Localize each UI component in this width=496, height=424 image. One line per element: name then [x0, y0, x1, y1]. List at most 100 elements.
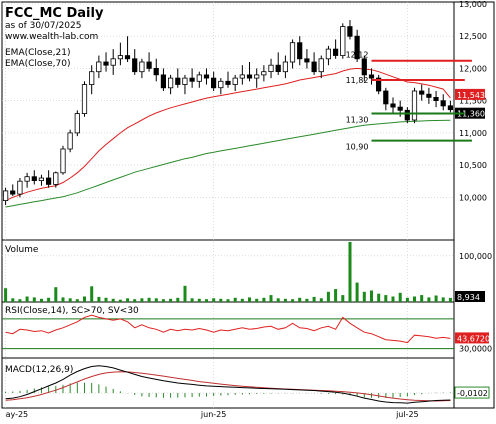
volume-bar: [348, 242, 352, 302]
volume-bar: [190, 298, 194, 302]
candle-body: [124, 55, 131, 60]
volume-bar: [355, 282, 359, 302]
volume-bar: [154, 298, 158, 302]
chart-title: FCC_MC Daily: [5, 6, 104, 21]
candle-body: [196, 74, 202, 82]
volume-tick-label: 100,000: [459, 252, 492, 261]
candle-body: [297, 42, 303, 60]
candle-body: [275, 64, 281, 72]
volume-bar: [75, 299, 79, 302]
candle-body: [103, 61, 109, 66]
candle-body: [397, 106, 403, 111]
volume-panel: [4, 242, 452, 302]
date-tick-label: ay-25: [6, 410, 29, 419]
panel-frames: [1, 1, 495, 409]
volume-bar: [413, 296, 416, 302]
candle-body: [411, 90, 418, 121]
macd-line: [5, 365, 451, 404]
volume-bar: [205, 299, 208, 302]
candle-body: [31, 176, 37, 181]
candle-body: [132, 58, 138, 73]
candle-body: [53, 172, 59, 185]
candle-body: [254, 74, 260, 79]
candle-body: [46, 177, 52, 185]
candle-body: [354, 35, 360, 60]
volume-bar: [54, 287, 58, 302]
volume-bar: [111, 298, 115, 302]
volume-bar: [83, 296, 86, 302]
candle-body: [189, 77, 195, 82]
volume-last-label: 8,934: [457, 293, 480, 302]
last-value-box: [455, 107, 485, 119]
rsi-panel: [2, 314, 454, 350]
candle-body: [117, 55, 123, 60]
rsi-line: [5, 314, 451, 344]
ema70-label: EMA(Close,70): [5, 59, 70, 69]
price-tick-label: 11,000: [459, 129, 487, 138]
candle-body: [340, 26, 346, 57]
candle-body: [146, 61, 152, 69]
candle-body: [210, 77, 217, 89]
volume-bar: [441, 297, 445, 302]
candle-body: [3, 190, 9, 201]
date-tick-label: jul-25: [395, 410, 419, 419]
volume-bar: [25, 296, 29, 302]
candle-body: [67, 132, 73, 150]
candle-body: [419, 90, 425, 95]
candle-body: [440, 100, 446, 107]
volume-bar: [391, 296, 395, 302]
rsi-tick-label: 30,0000: [459, 345, 492, 354]
volume-label: Volume: [5, 245, 39, 255]
price-tick-label: 12,500: [459, 32, 487, 41]
volume-bar: [312, 296, 316, 302]
volume-bar: [420, 295, 424, 302]
candle-body: [167, 77, 174, 89]
volume-bar: [341, 295, 345, 302]
volume-bar: [427, 297, 431, 302]
watermark: www.wealth-lab.com: [5, 32, 98, 42]
macd-panel: [5, 365, 451, 404]
candle-body: [304, 58, 310, 63]
candle-body: [218, 80, 224, 89]
volume-bar: [448, 297, 452, 302]
volume-bar: [334, 289, 338, 302]
candle-body: [81, 84, 88, 114]
macd-last-label: -0,0102: [457, 389, 488, 398]
volume-bar: [97, 296, 101, 302]
level-label: 11,82: [346, 76, 369, 85]
candle-body: [361, 58, 367, 76]
volume-bar: [126, 298, 130, 302]
volume-bar: [219, 298, 223, 302]
x-axis: ay-25 jun-25 jul-25: [6, 410, 419, 419]
volume-bar: [18, 299, 22, 302]
volume-bar: [61, 297, 65, 302]
candle-body: [10, 190, 16, 195]
candle-body: [17, 180, 23, 195]
volume-bar: [90, 286, 94, 302]
candle-body: [433, 97, 439, 102]
volume-bar: [291, 299, 295, 302]
volume-bar: [398, 292, 402, 302]
volume-bar: [197, 298, 201, 302]
volume-bar: [248, 297, 251, 302]
volume-bar: [226, 299, 230, 302]
volume-bar: [183, 285, 187, 302]
candle-body: [246, 74, 253, 79]
price-tick-label: 10,500: [459, 161, 487, 170]
volume-bar: [118, 299, 122, 302]
volume-bar: [305, 298, 309, 302]
volume-bar: [370, 290, 373, 302]
date-tick-label: jun-25: [200, 410, 226, 419]
candle-body: [282, 61, 289, 73]
price-panel: 12,12 11,82 11,30 10,90: [3, 20, 472, 208]
candle-body: [368, 74, 375, 79]
candle-body: [160, 74, 166, 89]
candle-body: [325, 48, 332, 60]
volume-bar: [319, 298, 323, 302]
candle-body: [375, 77, 382, 92]
ema70-line: [5, 119, 451, 208]
volume-bar: [362, 291, 366, 302]
volume-bar: [298, 297, 302, 302]
volume-bar: [161, 299, 165, 302]
